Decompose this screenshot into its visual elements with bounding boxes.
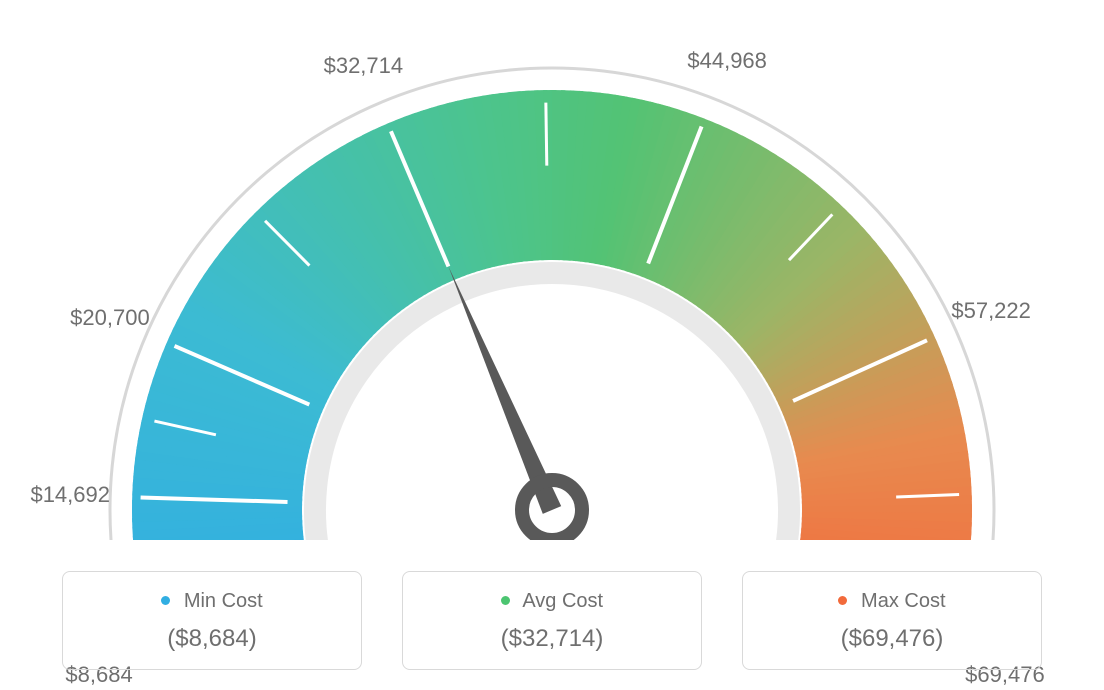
legend-title-text: Max Cost [861,590,945,612]
legend-card-min: Min Cost ($8,684) [62,571,362,670]
legend-title-text: Min Cost [184,590,263,612]
tick-label: $32,714 [324,53,404,79]
dot-icon [838,596,847,605]
tick-label: $44,968 [687,48,767,74]
legend-title-max: Max Cost [753,590,1031,613]
tick-label: $14,692 [30,482,110,508]
legend-row: Min Cost ($8,684) Avg Cost ($32,714) Max… [0,571,1104,670]
legend-title-min: Min Cost [73,590,351,613]
legend-title-text: Avg Cost [522,590,603,612]
tick-label: $57,222 [951,298,1031,324]
legend-value-min: ($8,684) [73,625,351,653]
gauge-svg [0,0,1104,540]
tick-label: $20,700 [70,305,150,331]
legend-card-max: Max Cost ($69,476) [742,571,1042,670]
legend-value-max: ($69,476) [753,625,1031,653]
legend-card-avg: Avg Cost ($32,714) [402,571,702,670]
gauge-container: $8,684$14,692$20,700$32,714$44,968$57,22… [0,0,1104,540]
dot-icon [161,596,170,605]
dot-icon [501,596,510,605]
legend-title-avg: Avg Cost [413,590,691,613]
legend-value-avg: ($32,714) [413,625,691,653]
